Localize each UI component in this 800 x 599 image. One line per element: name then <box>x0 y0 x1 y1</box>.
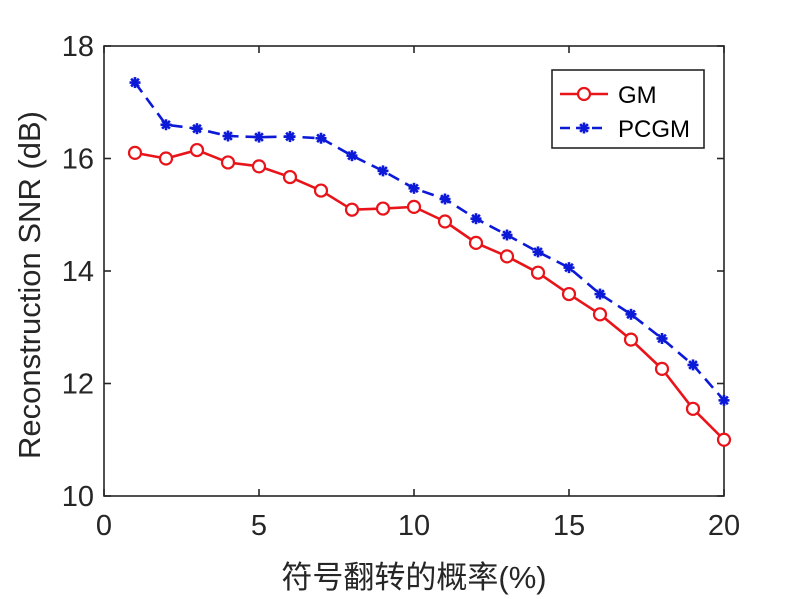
asterisk-marker <box>439 193 451 205</box>
asterisk-marker <box>315 132 327 144</box>
data-point <box>220 155 236 170</box>
y-tick-label: 10 <box>62 481 94 513</box>
x-tick-label: 10 <box>398 510 430 542</box>
legend-label: GM <box>618 82 657 109</box>
x-tick-label: 20 <box>708 510 740 542</box>
x-tick-label: 5 <box>251 510 267 542</box>
y-tick-label: 16 <box>62 144 94 176</box>
legend-entry-pcgm: PCGM <box>560 116 690 143</box>
asterisk-marker <box>578 122 590 134</box>
legend-entry-gm: GM <box>560 82 657 109</box>
asterisk-marker <box>563 262 575 274</box>
data-point <box>189 142 205 158</box>
data-point <box>437 214 453 229</box>
asterisk-stroke <box>595 289 605 299</box>
y-tick-label: 14 <box>62 256 94 288</box>
asterisk-stroke <box>161 119 171 130</box>
asterisk-stroke <box>579 123 589 133</box>
asterisk-marker <box>129 77 141 89</box>
asterisk-marker <box>470 213 482 225</box>
ticks: 0 5 10 15 20 10 12 14 16 18 <box>62 31 740 542</box>
asterisk-marker <box>501 229 513 241</box>
legend-box <box>551 69 705 149</box>
asterisk-stroke <box>657 333 667 344</box>
asterisk-marker <box>222 130 234 142</box>
data-point <box>561 286 577 302</box>
asterisk-stroke <box>409 183 419 194</box>
asterisk-marker <box>594 288 606 300</box>
data-point <box>313 183 329 198</box>
asterisk-marker <box>346 150 358 162</box>
asterisk-stroke <box>316 133 326 144</box>
data-point <box>127 145 143 160</box>
x-axis-title: 符号翻转的概率(%) <box>281 560 546 595</box>
data-point <box>468 235 484 250</box>
y-tick-label: 12 <box>62 369 94 401</box>
asterisk-stroke <box>626 309 636 320</box>
asterisk-stroke <box>347 150 357 161</box>
y-tick-label: 18 <box>62 31 94 63</box>
series-pcgm <box>129 77 730 406</box>
data-point <box>499 249 515 264</box>
asterisk-stroke <box>440 194 450 204</box>
asterisk-marker <box>687 359 699 371</box>
data-point <box>344 202 360 217</box>
legend-label: PCGM <box>618 116 690 143</box>
asterisk-marker <box>191 123 203 135</box>
asterisk-stroke <box>502 230 512 240</box>
asterisk-marker <box>253 131 265 143</box>
data-point <box>716 432 732 447</box>
asterisk-marker <box>284 131 296 143</box>
y-axis-title: Reconstruction SNR (dB) <box>12 111 47 459</box>
asterisk-stroke <box>192 123 202 134</box>
data-point <box>654 361 670 376</box>
legend-marker <box>576 86 592 102</box>
asterisk-marker <box>377 165 389 177</box>
data-point <box>282 169 298 185</box>
asterisk-stroke <box>223 131 233 141</box>
series-gm <box>127 142 732 447</box>
data-point <box>530 265 546 280</box>
asterisk-stroke <box>719 395 729 406</box>
data-point <box>158 151 174 166</box>
asterisk-marker <box>160 119 172 131</box>
asterisk-stroke <box>254 132 264 142</box>
data-point <box>685 401 701 416</box>
data-point <box>592 307 608 322</box>
asterisk-marker <box>532 246 544 258</box>
asterisk-stroke <box>130 77 140 88</box>
asterisk-stroke <box>688 360 698 370</box>
data-point <box>251 159 267 174</box>
asterisk-stroke <box>378 166 388 176</box>
x-tick-label: 15 <box>553 510 585 542</box>
series-layer <box>127 77 732 447</box>
asterisk-marker <box>718 394 730 406</box>
asterisk-stroke <box>285 131 295 142</box>
data-point <box>623 332 639 347</box>
asterisk-marker <box>656 333 668 344</box>
data-point <box>375 201 391 216</box>
x-tick-label: 0 <box>96 510 112 542</box>
asterisk-marker <box>408 182 420 194</box>
legend: GM PCGM <box>551 69 705 149</box>
asterisk-stroke <box>564 262 574 273</box>
asterisk-marker <box>625 308 637 320</box>
asterisk-stroke <box>471 213 481 224</box>
data-point <box>406 199 422 214</box>
asterisk-stroke <box>533 247 543 257</box>
